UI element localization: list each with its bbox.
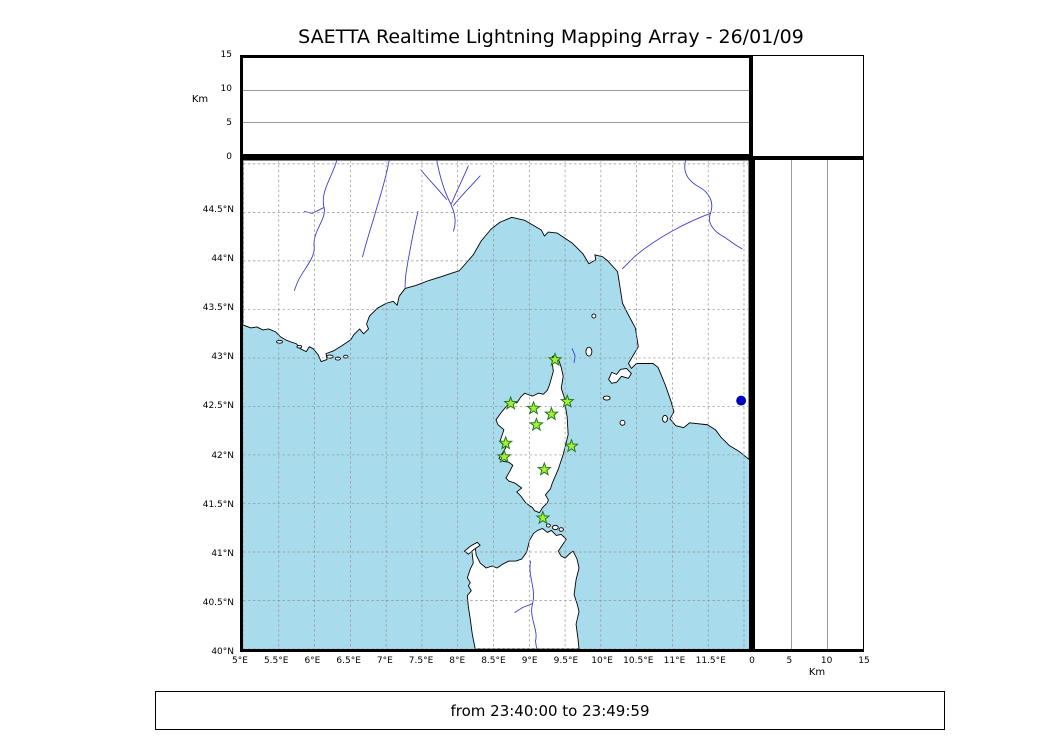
longitude-tick-label: 10.5°E: [623, 656, 654, 666]
corsica-coastline: [495, 355, 569, 514]
montecristo-island: [619, 419, 626, 426]
maddalena-island: [551, 524, 559, 531]
altitude-gridline: [243, 90, 749, 91]
altitude-axis-label-right: Km: [808, 667, 826, 678]
river: [571, 348, 576, 363]
maddalena-island: [545, 523, 551, 528]
river: [436, 160, 456, 232]
event-points: [736, 395, 747, 406]
longitude-tick-label: 6°E: [304, 656, 321, 666]
latitude-tick-label: 41°N: [211, 548, 234, 559]
river: [362, 160, 390, 258]
altitude-tick-label: 15: [858, 656, 870, 666]
altitude-tick-label: 5: [226, 118, 232, 128]
sardinia-coastline: [466, 528, 580, 649]
figure-title: SAETTA Realtime Lightning Mapping Array …: [298, 26, 804, 48]
land-masses: [243, 160, 749, 649]
latitude-tick-label: 40.5°N: [202, 597, 234, 608]
lma-station-marker: [503, 395, 519, 410]
gorgona-island: [591, 313, 597, 319]
river: [451, 165, 469, 204]
marseille-island: [296, 344, 303, 349]
lma-station-marker: [528, 417, 544, 432]
river: [684, 160, 743, 250]
maddalena-island: [558, 527, 564, 532]
river: [293, 160, 338, 291]
latitude-tick-label: 44.5°N: [202, 205, 234, 216]
rivers: [293, 160, 743, 649]
altitude-tick-label: 5: [786, 656, 793, 666]
longitude-tick-label: 8.5°E: [481, 656, 506, 666]
altitude-gridline: [790, 160, 792, 649]
longitude-tick-label: 5°E: [232, 656, 248, 666]
altitude-tick-label: 15: [220, 50, 232, 60]
altitude-longitude-panel: [240, 55, 752, 157]
lma-station-marker: [547, 351, 563, 367]
lma-station-marker: [536, 461, 552, 476]
asinara-island: [463, 541, 481, 555]
longitude-tick-label: 5.5°E: [263, 656, 289, 666]
river: [303, 206, 325, 214]
longitude-tick-label: 9°E: [521, 656, 538, 666]
latitude-tick-label: 43.5°N: [202, 303, 234, 314]
corner-panel: [752, 55, 864, 157]
hyeres-island: [343, 354, 349, 359]
lma-station-marker: [559, 393, 575, 408]
altitude-tick-label: 10: [820, 656, 833, 666]
elba-island: [608, 367, 632, 384]
latitude-tick-label: 42°N: [211, 450, 234, 461]
lma-stations: [496, 351, 579, 525]
time-range-box: from 23:40:00 to 23:49:59: [155, 691, 945, 730]
longitude-tick-label: 11.5°E: [695, 656, 726, 666]
longitude-tick-label: 9.5°E: [553, 656, 579, 666]
longitude-tick-label: 11°E: [663, 656, 686, 666]
altitude-latitude-panel: [752, 157, 864, 652]
hyeres-island: [334, 356, 341, 361]
latitude-tick-label: 44°N: [211, 254, 234, 265]
map-panel: [240, 157, 752, 652]
lightning-source-point: [736, 395, 747, 406]
latitude-tick-label: 43°N: [211, 352, 234, 363]
giglio-island: [662, 414, 668, 423]
river: [453, 175, 481, 206]
mainland-coastline: [243, 160, 749, 460]
altitude-tick-label: 10: [220, 84, 232, 94]
lma-station-marker: [496, 448, 512, 464]
lma-station-marker: [564, 438, 579, 453]
hyeres-island: [326, 354, 334, 359]
longitude-tick-label: 8°E: [449, 656, 466, 666]
altitude-gridline: [243, 122, 749, 123]
map-gridlines: [243, 160, 749, 649]
latitude-tick-label: 40°N: [211, 647, 234, 657]
longitude-tick-label: 10°E: [591, 656, 613, 666]
lma-station-marker: [535, 510, 551, 525]
altitude-tick-label: 0: [226, 152, 232, 162]
latitude-tick-label: 41.5°N: [202, 499, 234, 510]
capraia-island: [585, 346, 593, 357]
lma-station-marker: [526, 400, 542, 415]
latitude-tick-label: 42.5°N: [202, 401, 234, 412]
time-range-label: from 23:40:00 to 23:49:59: [450, 701, 650, 720]
marseille-island: [276, 339, 283, 344]
lma-station-marker: [543, 406, 559, 421]
altitude-tick-label: 0: [749, 656, 755, 666]
map: [243, 160, 749, 649]
longitude-tick-label: 6.5°E: [336, 656, 361, 666]
river: [420, 169, 448, 200]
altitude-gridline: [826, 160, 828, 649]
pianosa-island: [602, 395, 611, 401]
lma-station-marker: [498, 435, 514, 450]
longitude-tick-label: 7.5°E: [408, 656, 434, 666]
river: [404, 210, 419, 288]
longitude-tick-label: 7°E: [376, 656, 393, 666]
altitude-axis-label-top: Km: [191, 94, 209, 105]
